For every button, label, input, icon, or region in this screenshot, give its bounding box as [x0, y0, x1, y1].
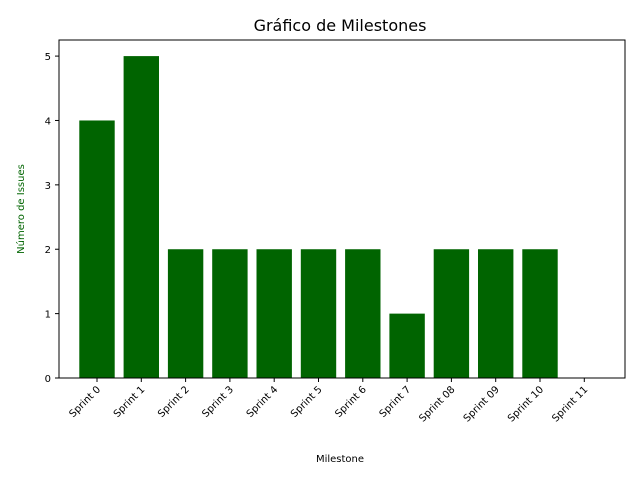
y-tick-label: 2: [45, 245, 51, 256]
x-tick-label: Sprint 11: [550, 384, 590, 424]
bar-sprint-7: [389, 313, 425, 378]
chart-title: Gráfico de Milestones: [254, 16, 427, 35]
x-tick-label: Sprint 09: [462, 384, 502, 424]
x-tick-label: Sprint 0: [67, 384, 103, 420]
bar-sprint-3: [212, 249, 248, 378]
bar-sprint-09: [478, 249, 514, 378]
bar-sprint-10: [522, 249, 558, 378]
bar-sprint-4: [256, 249, 292, 378]
y-tick-label: 5: [45, 52, 51, 63]
x-axis-ticks: Sprint 0 Sprint 1 Sprint 2 Sprint 3 Sprint 4…: [67, 378, 590, 424]
x-tick-label: Sprint 4: [245, 384, 281, 420]
x-tick-label: Sprint 3: [200, 384, 236, 420]
x-tick-label: Sprint 7: [378, 384, 414, 420]
bar-sprint-0: [79, 120, 115, 378]
x-tick-label: Sprint 08: [417, 384, 457, 424]
x-tick-label: Sprint 5: [289, 384, 325, 420]
bar-sprint-1: [123, 56, 159, 378]
x-tick-label: Sprint 6: [333, 384, 369, 420]
bars-group: [79, 56, 558, 378]
y-tick-label: 0: [45, 374, 51, 385]
x-tick-label: Sprint 10: [506, 384, 546, 424]
x-axis-label: Milestone: [316, 454, 364, 465]
y-tick-label: 4: [45, 116, 51, 127]
plot-frame: [58, 39, 626, 379]
bar-sprint-2: [167, 249, 204, 378]
bar-sprint-08: [433, 249, 470, 378]
y-axis-ticks: 0 1 2 3 4 5: [45, 52, 59, 385]
x-tick-label: Sprint 2: [156, 384, 192, 420]
y-tick-label: 3: [45, 181, 51, 192]
x-tick-label: Sprint 1: [112, 384, 148, 420]
bar-sprint-5: [300, 249, 337, 378]
y-tick-label: 1: [45, 310, 51, 321]
bar-sprint-6: [345, 249, 381, 378]
y-axis-label: Número de Issues: [15, 164, 27, 254]
